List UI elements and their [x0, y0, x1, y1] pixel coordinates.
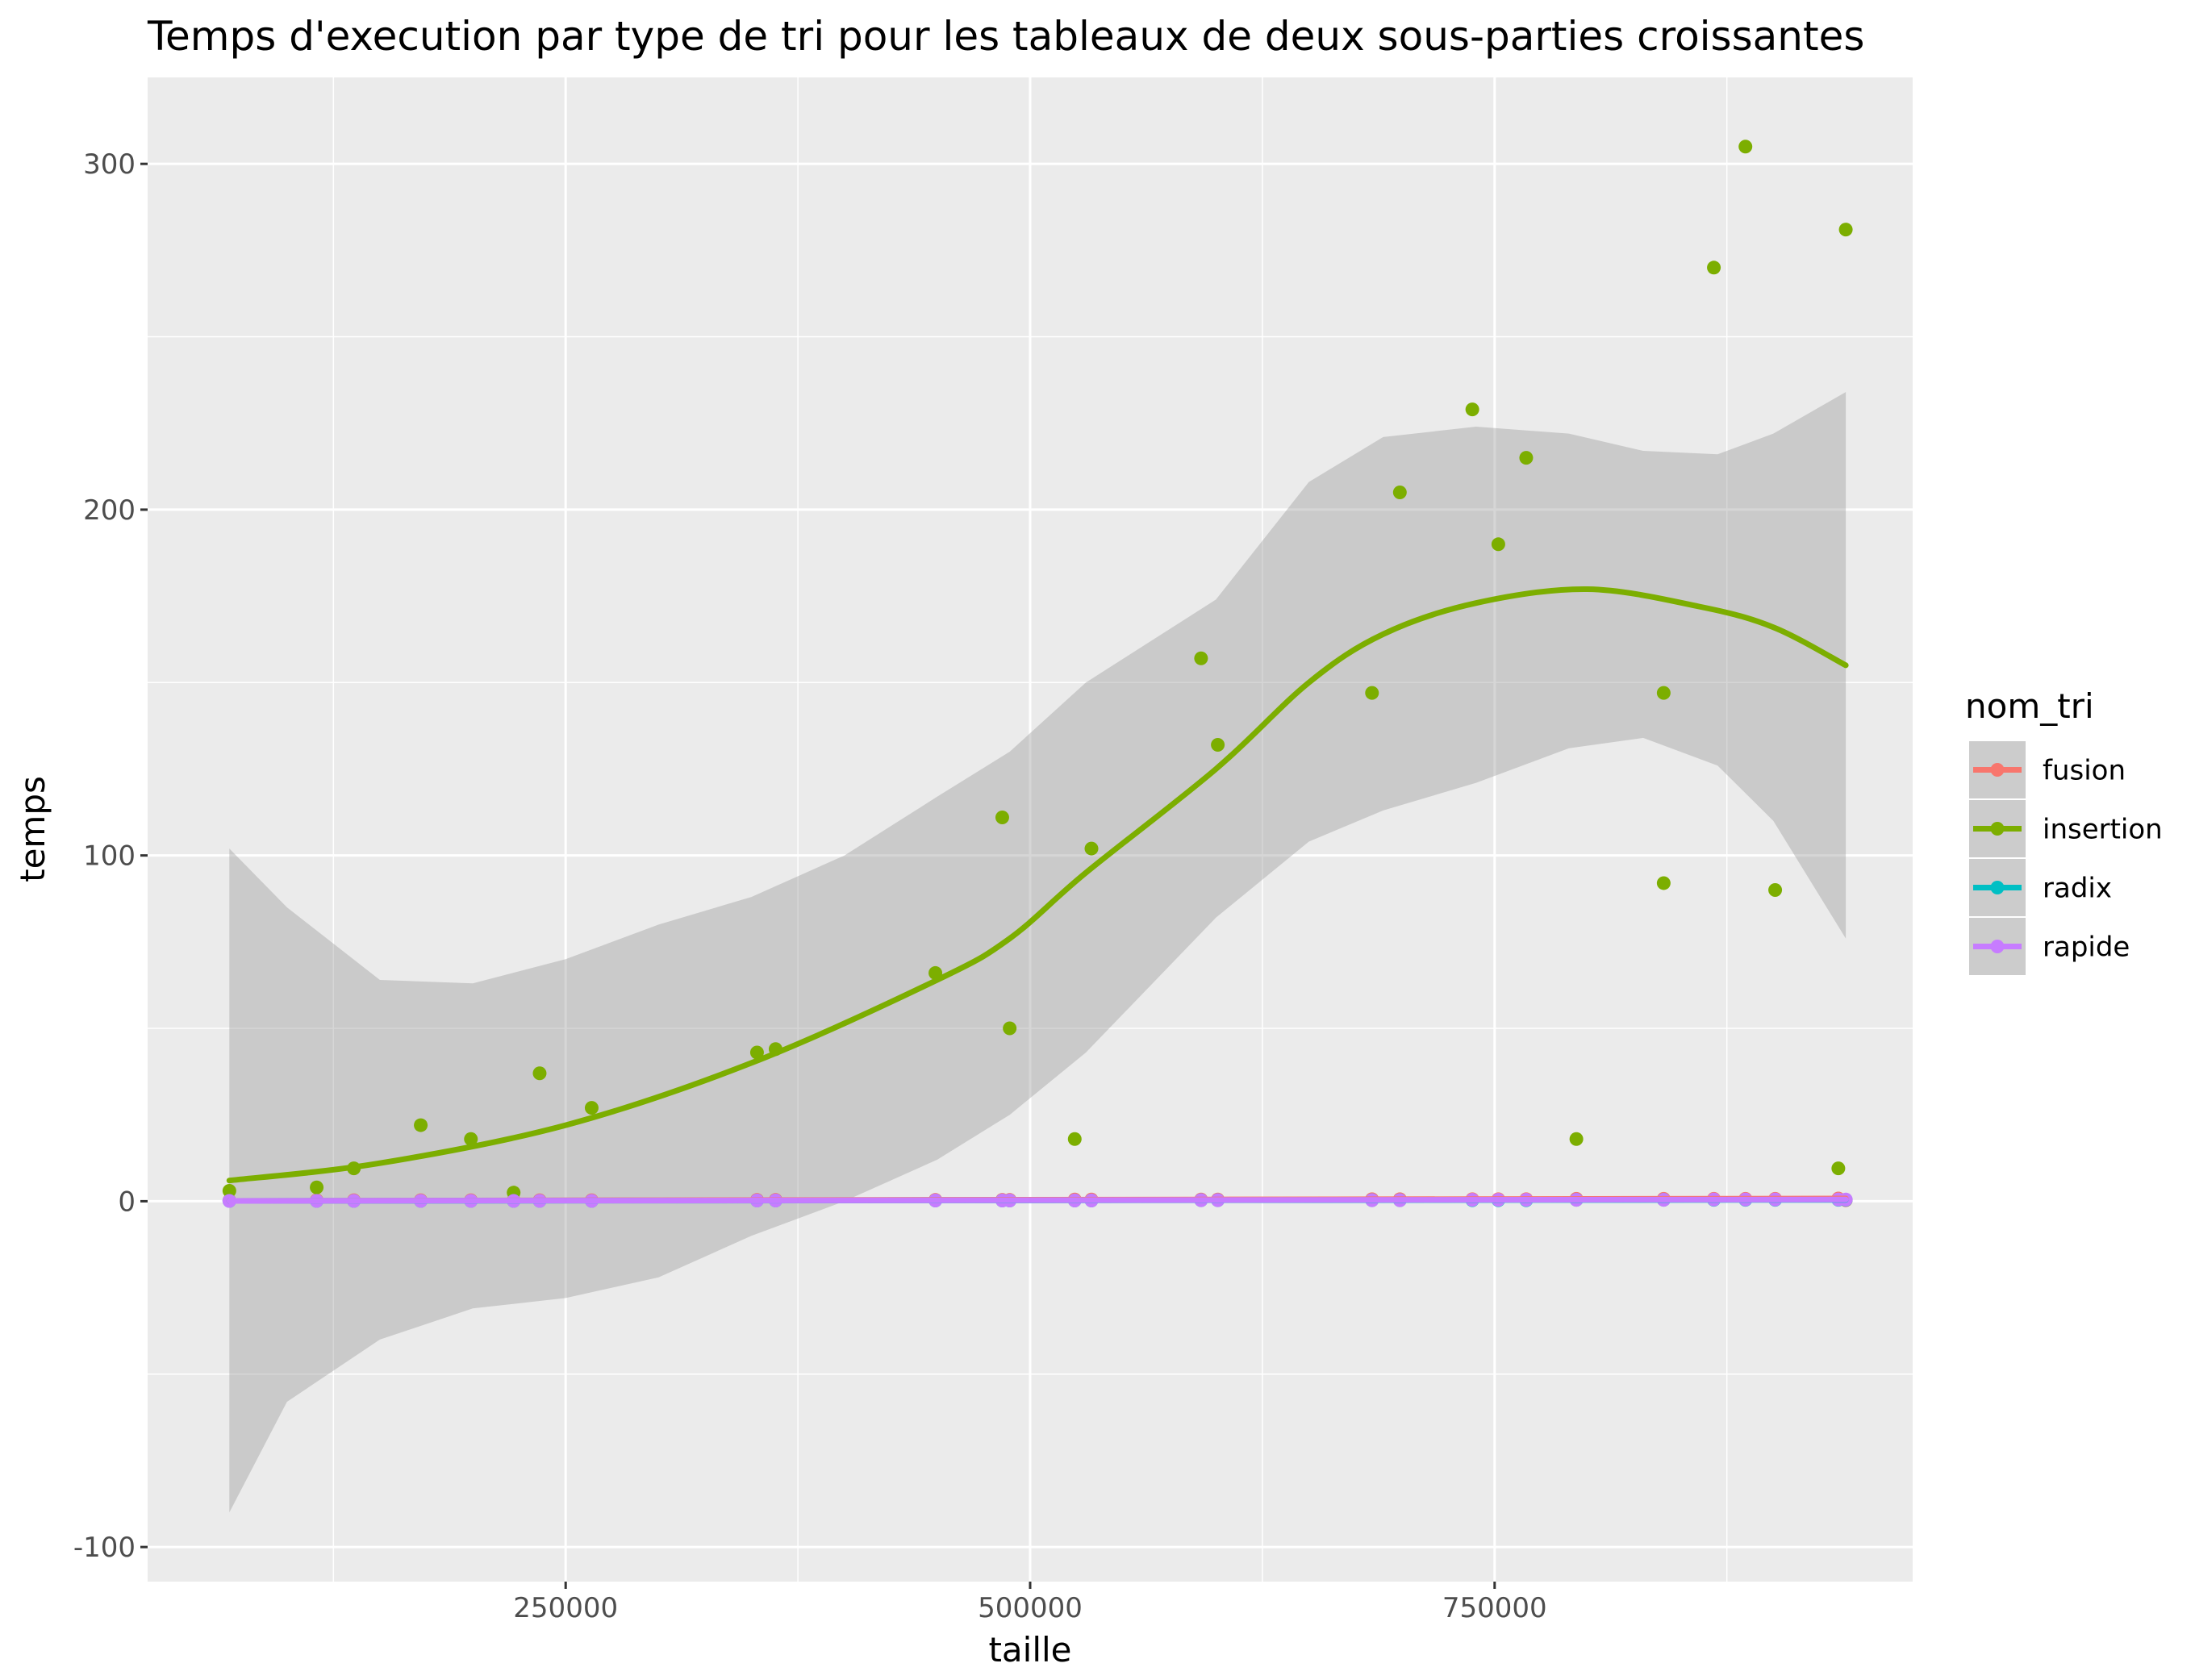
smooth-line-rapide: [226, 1196, 1849, 1204]
y-tick-label: -100: [73, 1532, 136, 1564]
y-tick-label: 300: [83, 148, 136, 181]
point-insertion: [1365, 686, 1379, 700]
x-axis-title: taille: [988, 1630, 1071, 1670]
legend-point-rapide: [1990, 940, 2005, 953]
smooth-line-insertion: [226, 586, 1849, 1184]
point-insertion: [749, 1045, 764, 1060]
point-insertion: [1211, 737, 1225, 752]
point-insertion: [1738, 140, 1753, 154]
smooth-lines: [226, 586, 1849, 1204]
point-insertion: [222, 1184, 236, 1199]
y-tick-label: 0: [118, 1186, 136, 1218]
point-insertion: [1392, 485, 1407, 499]
legend-label-radix: radix: [2043, 873, 2112, 905]
legend-point-radix: [1990, 881, 2005, 894]
y-axis-title: temps: [13, 776, 52, 882]
y-tick-label: 100: [83, 840, 136, 873]
y-tick-label: 200: [83, 494, 136, 527]
legend-point-insertion: [1990, 822, 2005, 836]
y-axis-ticks: -100 0 100 200 300: [73, 148, 148, 1564]
point-insertion: [1003, 1021, 1017, 1036]
chart-title: Temps d'execution par type de tri pour l…: [147, 13, 1864, 60]
x-axis-ticks: 250000 500000 750000: [513, 1582, 1547, 1624]
point-insertion: [1656, 686, 1671, 700]
legend-title: nom_tri: [1965, 686, 2094, 726]
confidence-band-insertion: [229, 392, 1847, 1513]
x-tick-label: 250000: [513, 1592, 618, 1624]
point-insertion: [532, 1066, 547, 1081]
x-tick-label: 500000: [978, 1592, 1083, 1624]
point-insertion: [995, 810, 1009, 824]
legend-point-fusion: [1990, 763, 2005, 777]
point-insertion: [1067, 1132, 1082, 1146]
point-insertion: [1831, 1161, 1846, 1176]
point-insertion: [414, 1118, 428, 1132]
confidence-ribbons: [229, 392, 1847, 1513]
legend: nom_tri fusion insertion radix rapide: [1965, 686, 2163, 977]
legend-label-fusion: fusion: [2043, 755, 2126, 787]
point-insertion: [464, 1132, 478, 1146]
point-insertion: [1707, 261, 1721, 275]
grid-major: [148, 77, 1913, 1582]
point-insertion: [1465, 402, 1479, 417]
x-tick-label: 750000: [1442, 1592, 1547, 1624]
legend-label-insertion: insertion: [2043, 814, 2163, 846]
point-insertion: [1194, 651, 1208, 665]
point-insertion: [1519, 451, 1534, 465]
point-insertion: [1838, 223, 1853, 237]
point-insertion: [1569, 1132, 1584, 1146]
point-insertion: [584, 1101, 599, 1115]
point-insertion: [1656, 876, 1671, 890]
legend-label-rapide: rapide: [2043, 932, 2130, 964]
point-insertion: [1768, 883, 1783, 898]
point-insertion: [310, 1180, 324, 1194]
point-insertion: [1084, 841, 1099, 856]
point-insertion: [1491, 537, 1505, 552]
